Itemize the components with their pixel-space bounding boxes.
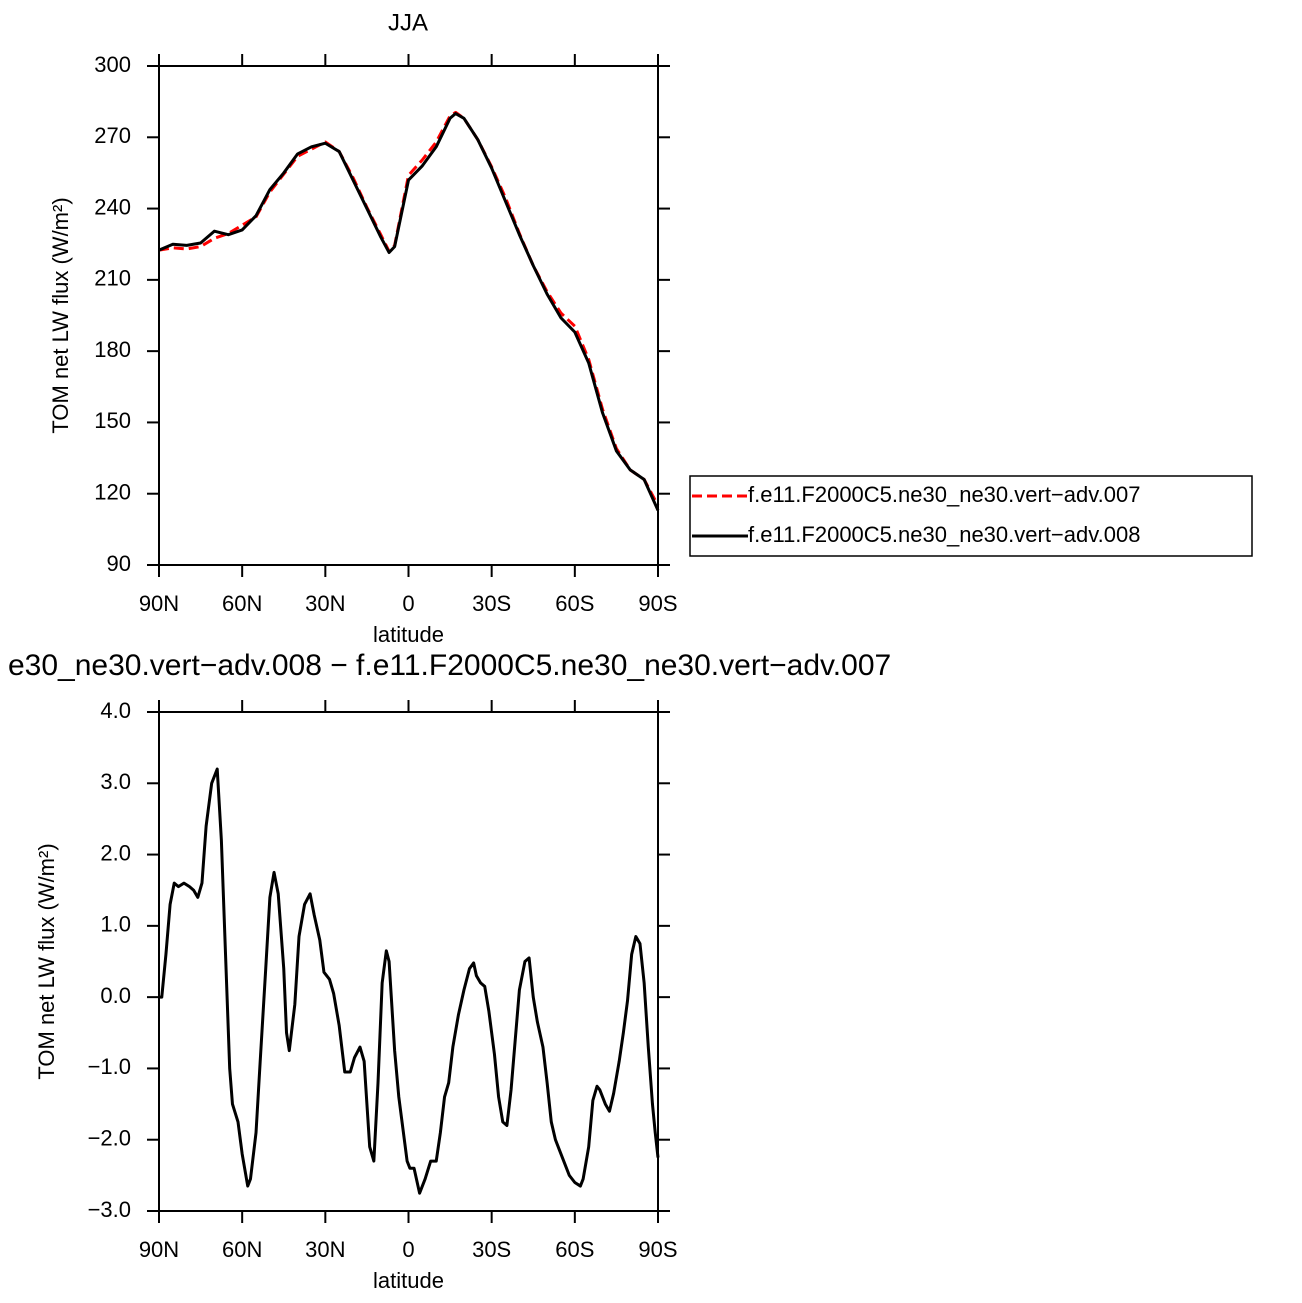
chart-title: e30_ne30.vert−adv.008 − f.e11.F2000C5.ne… [8,649,891,682]
x-tick-label: 30S [472,591,511,616]
x-tick-label: 90S [638,1237,677,1262]
x-tick-label: 90N [139,1237,179,1262]
data-line [159,767,660,1195]
y-axis-label: TOM net LW flux (W/m²) [34,843,59,1079]
plot-frame [158,711,659,1212]
y-tick-label: −1.0 [88,1054,131,1079]
data-line [158,110,660,507]
y-tick-label: 0.0 [100,983,131,1008]
y-tick-label: 270 [94,123,131,148]
x-tick-label: 60S [555,591,594,616]
x-tick-label: 0 [402,1237,414,1262]
y-tick-label: 3.0 [100,769,131,794]
y-tick-label: 2.0 [100,840,131,865]
x-tick-label: 30N [305,1237,345,1262]
legend-box [689,475,1253,557]
x-tick-label: 90N [139,591,179,616]
y-axis-label: TOM net LW flux (W/m²) [48,197,73,433]
y-tick-label: −3.0 [88,1197,131,1222]
y-tick-label: 4.0 [100,698,131,723]
y-tick-label: 210 [94,266,131,291]
y-tick-label: 1.0 [100,912,131,937]
chart-title: JJA [388,9,428,36]
y-tick-label: 90 [107,551,131,576]
legend-label: f.e11.F2000C5.ne30_ne30.vert−adv.008 [748,522,1140,547]
x-axis-label: latitude [373,1268,444,1293]
x-axis-label: latitude [373,622,444,647]
data-line [158,112,660,511]
x-tick-label: 90S [638,591,677,616]
x-tick-label: 30S [472,1237,511,1262]
x-tick-label: 30N [305,591,345,616]
y-tick-label: 240 [94,194,131,219]
x-tick-label: 60N [222,1237,262,1262]
y-tick-label: 300 [94,52,131,77]
y-tick-label: 120 [94,480,131,505]
legend-label: f.e11.F2000C5.ne30_ne30.vert−adv.007 [748,482,1140,507]
x-tick-label: 0 [402,591,414,616]
x-tick-label: 60S [555,1237,594,1262]
y-tick-label: 150 [94,408,131,433]
y-tick-label: 180 [94,337,131,362]
y-tick-label: −2.0 [88,1126,131,1151]
x-tick-label: 60N [222,591,262,616]
plot-frame [158,65,659,566]
